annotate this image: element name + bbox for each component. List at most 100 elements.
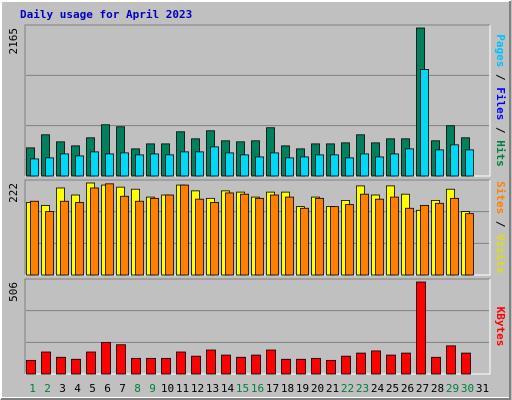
bar <box>236 356 246 375</box>
x-tick-label: 25 <box>386 382 399 395</box>
bar <box>360 193 369 276</box>
bar <box>206 349 216 375</box>
bar <box>60 153 69 177</box>
x-tick-label: 7 <box>119 382 126 395</box>
bar <box>255 197 264 276</box>
bar <box>165 154 174 177</box>
x-tick-label: 2 <box>44 382 51 395</box>
y-tick-label: 2165 <box>7 28 20 55</box>
legend-entry: Hits <box>494 140 507 167</box>
bar <box>45 211 54 276</box>
bar <box>266 349 276 375</box>
bar <box>135 200 144 276</box>
x-tick-label: 22 <box>341 382 354 395</box>
x-tick-label: 29 <box>446 382 459 395</box>
bar <box>420 69 429 177</box>
bar <box>45 157 54 177</box>
bar <box>180 151 189 177</box>
x-tick-label: 11 <box>176 382 189 395</box>
y-tick-label: 222 <box>7 183 20 203</box>
bar <box>270 152 279 177</box>
x-tick-label: 5 <box>89 382 96 395</box>
bar <box>135 154 144 177</box>
bar <box>90 187 99 276</box>
bar <box>416 281 426 375</box>
x-tick-label: 10 <box>161 382 174 395</box>
plot-border-dark <box>24 24 490 176</box>
x-tick-label: 16 <box>251 382 264 395</box>
bar <box>240 193 249 276</box>
bar <box>371 350 381 375</box>
bar <box>176 351 186 375</box>
legend-entry: KBytes <box>494 307 507 347</box>
legend: KBytes <box>494 307 507 347</box>
bar <box>386 354 396 375</box>
x-tick-label: 28 <box>431 382 444 395</box>
bar <box>180 184 189 276</box>
bar <box>26 359 36 375</box>
bar <box>360 153 369 177</box>
legend-separator: / <box>494 67 507 87</box>
bar <box>345 204 354 276</box>
plot-border-dark <box>24 278 490 374</box>
bar <box>86 351 96 375</box>
bar <box>315 197 324 276</box>
bar <box>446 345 456 375</box>
bar <box>435 202 444 276</box>
x-tick-label: 26 <box>401 382 414 395</box>
legend: Sites / Visits <box>494 181 507 274</box>
y-tick-label: 506 <box>7 282 20 302</box>
bar <box>146 357 156 375</box>
bar <box>300 207 309 276</box>
bar <box>60 200 69 276</box>
x-tick-label: 18 <box>281 382 294 395</box>
x-tick-label: 23 <box>356 382 369 395</box>
bar <box>120 195 129 276</box>
bar <box>390 196 399 276</box>
x-tick-label: 27 <box>416 382 429 395</box>
bar <box>450 197 459 276</box>
bar <box>251 354 261 375</box>
bar <box>90 151 99 177</box>
x-tick-label: 1 <box>29 382 36 395</box>
bar <box>75 155 84 177</box>
bar <box>420 204 429 276</box>
x-tick-label: 15 <box>236 382 249 395</box>
bar <box>56 356 66 375</box>
x-tick-label: 30 <box>461 382 474 395</box>
legend-separator: / <box>494 120 507 140</box>
bar <box>296 358 306 375</box>
bar <box>341 355 351 375</box>
bar <box>30 158 39 177</box>
bar <box>326 359 336 375</box>
bar <box>195 198 204 276</box>
bar <box>221 354 231 375</box>
plot-border-dark <box>24 179 490 275</box>
bar <box>330 206 339 276</box>
bar <box>401 352 411 375</box>
bar <box>195 151 204 177</box>
bar <box>315 154 324 177</box>
x-tick-label: 6 <box>104 382 111 395</box>
bar <box>71 358 81 375</box>
legend-entry: Pages <box>494 34 507 67</box>
bar <box>240 154 249 177</box>
chart-title: Daily usage for April 2023 <box>20 8 192 21</box>
legend-entry: Visits <box>494 234 507 274</box>
x-tick-label: 9 <box>149 382 156 395</box>
legend: Pages / Files / Hits <box>494 34 507 167</box>
bar <box>75 202 84 276</box>
bar <box>150 197 159 276</box>
bar <box>161 357 171 375</box>
x-tick-label: 12 <box>191 382 204 395</box>
bar <box>191 355 201 375</box>
bar <box>285 157 294 177</box>
bar <box>356 352 366 375</box>
bar <box>390 153 399 177</box>
x-tick-label: 24 <box>371 382 385 395</box>
x-tick-label: 20 <box>311 382 324 395</box>
x-tick-label: 13 <box>206 382 219 395</box>
